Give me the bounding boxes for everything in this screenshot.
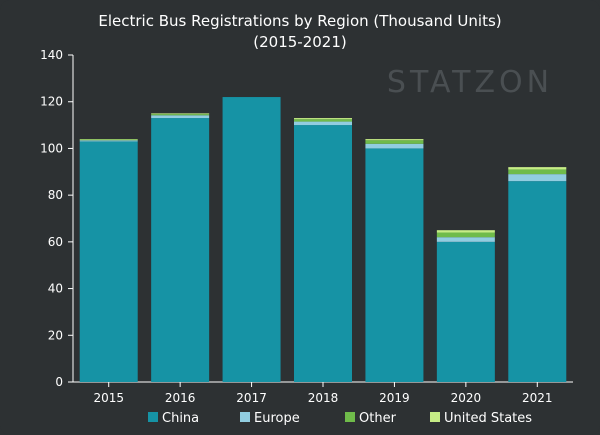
legend-label: United States	[444, 411, 532, 426]
x-tick-label: 2018	[308, 391, 339, 405]
chart-subtitle: (2015-2021)	[253, 33, 346, 51]
bar-segment-europe	[436, 237, 495, 242]
legend-swatch	[148, 412, 158, 422]
bar-segment-other	[508, 169, 567, 175]
x-tick-label: 2017	[236, 391, 267, 405]
legend-label: China	[162, 411, 199, 426]
bar-segment-europe	[294, 121, 352, 126]
bar-segment-china	[365, 148, 424, 382]
chart-title: Electric Bus Registrations by Region (Th…	[98, 12, 501, 30]
bar-segment-europe	[365, 143, 424, 149]
bar-segment-other	[436, 232, 495, 238]
bar-segment-china	[436, 241, 495, 382]
x-tick-label: 2019	[379, 391, 410, 405]
legend-swatch	[240, 412, 250, 422]
x-tick-label: 2015	[93, 391, 124, 405]
bar-segment-united-states	[294, 118, 352, 120]
bar-segment-united-states	[508, 167, 567, 170]
y-tick-label: 140	[40, 48, 63, 62]
bar-segment-china	[151, 118, 210, 383]
bar-segment-china	[79, 141, 138, 382]
bar-segment-other	[365, 140, 424, 144]
bar-segment-united-states	[436, 230, 495, 233]
bar-segment-china	[222, 97, 281, 383]
legend-swatch	[430, 412, 440, 422]
y-tick-label: 20	[48, 328, 63, 342]
bar-segment-china	[508, 181, 567, 382]
y-tick-label: 100	[40, 141, 63, 155]
legend-swatch	[345, 412, 355, 422]
bar-segment-other	[151, 114, 210, 116]
legend-label: Europe	[254, 411, 300, 426]
watermark-logo: STATZON	[387, 65, 553, 100]
bar-segment-other	[294, 119, 352, 122]
y-tick-label: 0	[55, 375, 63, 389]
plot-area: 0 20 40 60 80 100 120 140 2015 2016 2017 2018 2019 20…	[40, 48, 573, 405]
x-tick-label: 2020	[451, 391, 482, 405]
bar-segment-europe	[79, 140, 138, 142]
legend: China Europe Other United States	[148, 411, 532, 426]
x-tick-label: 2021	[522, 391, 553, 405]
bar-segment-china	[294, 125, 352, 383]
y-tick-label: 40	[48, 282, 63, 296]
y-tick-label: 80	[48, 188, 63, 202]
y-tick-label: 120	[40, 95, 63, 109]
bar-segment-united-states	[151, 113, 210, 115]
x-tick-label: 2016	[165, 391, 196, 405]
bar-segment-other	[79, 139, 138, 141]
legend-label: Other	[359, 411, 397, 426]
bar-segment-united-states	[365, 139, 424, 141]
bar-segment-europe	[508, 174, 567, 182]
y-tick-label: 60	[48, 235, 63, 249]
bar-segment-europe	[151, 115, 210, 119]
